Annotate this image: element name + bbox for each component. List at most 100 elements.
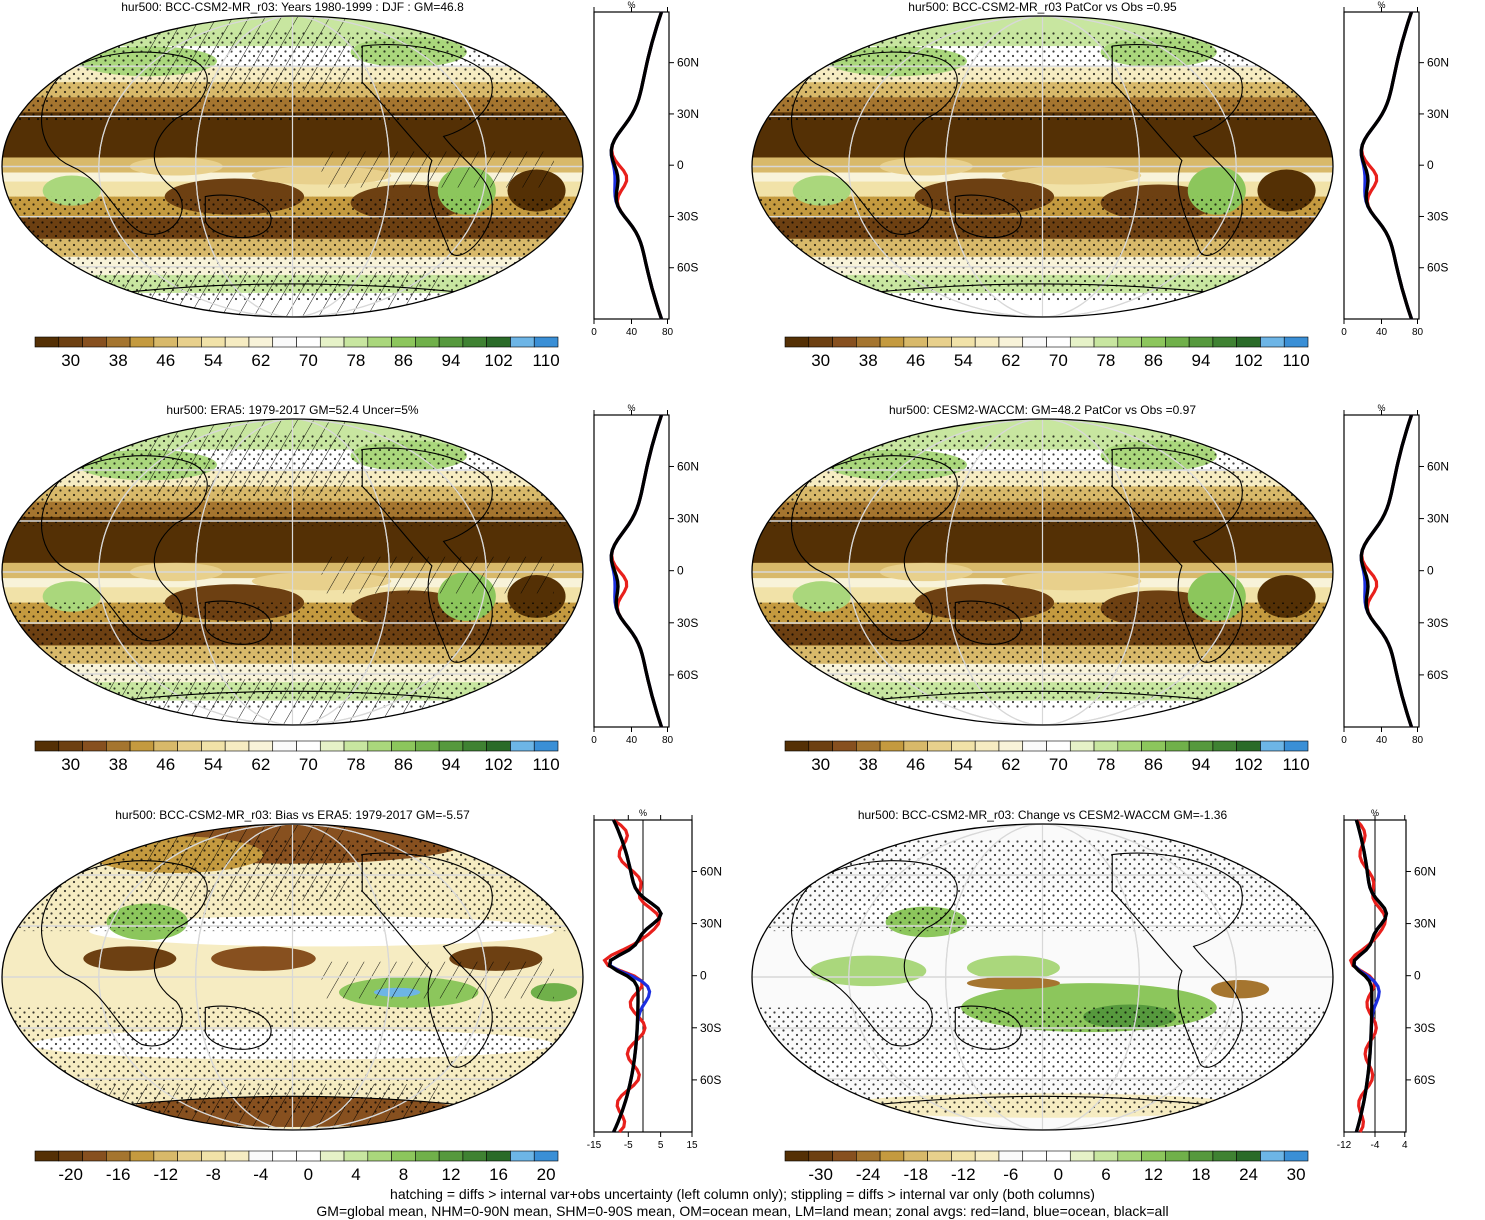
colorbar-tick-label: 46 [906,755,925,774]
footer-hatching-note: hatching = diffs > internal var+obs unce… [0,1186,1485,1203]
colorbar-tick-label: 54 [204,755,223,774]
colorbar-tick-label: -12 [153,1165,178,1184]
colorbar-tick-label: 4 [351,1165,360,1184]
colorbar-tick-label: 110 [533,755,560,774]
colorbar-tick-label: -8 [206,1165,221,1184]
zonal-lat-tick: 60N [677,56,699,70]
zonal-x-tick: 40 [626,327,638,338]
colorbar-tick-label: 12 [442,1165,461,1184]
colorbar-tick-label: 70 [1049,755,1068,774]
colorbar-tick-label: 94 [442,755,461,774]
colorbar-tick-label: 102 [484,755,512,774]
map-field [752,16,1333,318]
zonal-x-tick: -15 [587,1140,602,1151]
zonal-x-tick: 80 [1412,327,1424,338]
colorbar-tick-label: 110 [533,351,560,370]
colorbar-tick-label: 78 [1096,351,1115,370]
colorbar-tick-label: 30 [811,351,830,370]
colorbar-tick-label: 30 [61,755,80,774]
zonal-lat-tick: 60N [677,459,699,473]
zonal-lat-tick: 60S [1414,1073,1435,1087]
colorbar-tick-label: -20 [58,1165,83,1184]
zonal-lat-tick: 30N [700,917,722,931]
zonal-lat-tick: 30N [1427,107,1449,121]
colorbar-tick-label: 86 [1144,755,1163,774]
colorbar-tick-label: 0 [304,1165,313,1184]
colorbar-tick-label: 38 [109,351,128,370]
zonal-lat-tick: 30N [677,107,699,121]
zonal-x-tick: 80 [1412,735,1424,746]
panel-p5: hur500: BCC-CSM2-MR_r03: Bias vs ERA5: 1… [0,808,740,1186]
colorbar-tick-label: -30 [808,1165,833,1184]
colorbar-tick-label: 86 [394,755,413,774]
colorbar-tick-label: 62 [251,755,270,774]
zonal-lat-tick: 30N [1427,512,1449,526]
colorbar-tick-label: 78 [346,351,365,370]
map-field [2,16,583,318]
colorbar-tick-label: 78 [1096,755,1115,774]
zonal-lat-tick: 60S [677,261,698,275]
colorbar-tick-label: 70 [1049,351,1068,370]
zonal-lat-tick: 30N [1414,917,1436,931]
colorbar-tick-label: 30 [811,755,830,774]
colorbar-tick-label: 86 [394,351,413,370]
colorbar-tick-label: 6 [1101,1165,1110,1184]
colorbar-tick-label: 54 [204,351,223,370]
colorbar-tick-label: -12 [951,1165,976,1184]
zonal-lat-tick: 30S [677,209,698,223]
zonal-x-tick: 40 [626,735,638,746]
zonal-x-tick: 15 [686,1140,698,1151]
zonal-lat-tick: 0 [677,564,684,578]
colorbar-tick-label: 20 [537,1165,556,1184]
colorbar-tick-label: -4 [253,1165,268,1184]
colorbar-tick-label: 54 [954,351,973,370]
colorbar-tick-label: -18 [903,1165,928,1184]
colorbar-tick-label: 46 [906,351,925,370]
colorbar-tick-label: 70 [299,351,318,370]
zonal-x-tick: 80 [662,735,674,746]
colorbar-tick-label: 94 [1192,755,1211,774]
colorbar-tick-label: 30 [1287,1165,1306,1184]
zonal-unit-label: % [639,808,647,818]
zonal-lat-tick: 30S [700,1021,721,1035]
zonal-lat-tick: 30S [1427,616,1448,630]
zonal-lat-tick: 0 [1427,564,1434,578]
map-field [752,419,1333,726]
colorbar-tick-label: 86 [1144,351,1163,370]
zonal-lat-tick: 60N [1427,56,1449,70]
colorbar-tick-label: 46 [156,351,175,370]
colorbar-tick-label: -6 [1003,1165,1018,1184]
colorbar-tick-label: -24 [856,1165,881,1184]
colorbar-tick-label: 110 [1283,755,1310,774]
zonal-x-tick: 40 [1376,327,1388,338]
colorbar-tick-label: 62 [1001,755,1020,774]
colorbar-tick-label: 0 [1054,1165,1063,1184]
zonal-x-tick: 0 [1341,327,1347,338]
zonal-lat-tick: 0 [700,969,707,983]
zonal-lat-tick: 60S [1427,261,1448,275]
zonal-lat-tick: 30S [677,616,698,630]
colorbar-tick-label: 18 [1192,1165,1211,1184]
colorbar-tick-label: 102 [1234,755,1262,774]
zonal-lat-tick: 0 [677,158,684,172]
zonal-lat-tick: 60S [677,668,698,682]
colorbar-tick-label: -16 [106,1165,131,1184]
colorbar-tick-label: 62 [1001,351,1020,370]
colorbar-tick-label: 78 [346,755,365,774]
zonal-lat-tick: 60N [1427,459,1449,473]
panel-p4: hur500: CESM2-WACCM: GM=48.2 PatCor vs O… [750,403,1485,781]
zonal-lat-tick: 30N [677,512,699,526]
